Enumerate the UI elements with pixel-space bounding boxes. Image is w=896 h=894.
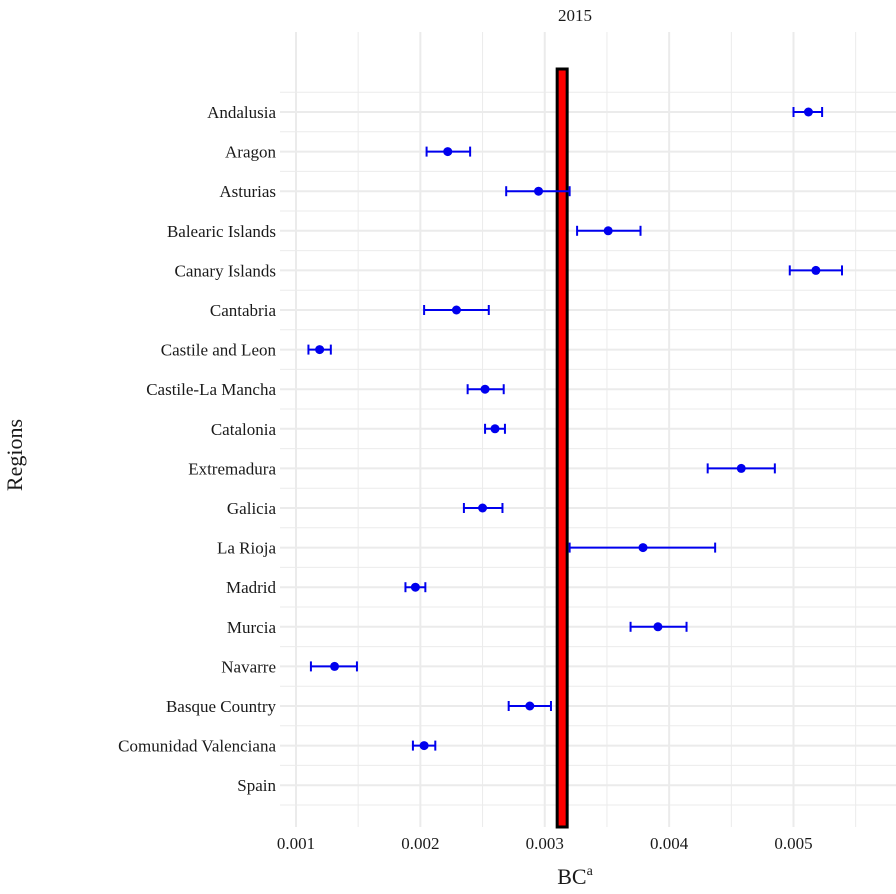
- x-axis-label-main: BC: [557, 864, 586, 889]
- data-point: [653, 622, 663, 632]
- y-tick-label: Basque Country: [166, 697, 277, 716]
- data-point: [811, 265, 821, 275]
- y-tick-label: Extremadura: [188, 459, 276, 478]
- y-tick-label: Galicia: [227, 499, 277, 518]
- y-tick-label: Spain: [237, 776, 276, 795]
- x-tick-label: 0.003: [526, 834, 564, 853]
- data-point: [478, 503, 488, 513]
- y-tick-label: Castile-La Mancha: [146, 380, 276, 399]
- y-axis-label: Regions: [2, 419, 27, 491]
- data-point: [534, 186, 544, 196]
- data-point: [803, 107, 813, 117]
- x-axis-label-superscript: a: [587, 864, 594, 879]
- reference-value-bar: [555, 67, 569, 829]
- x-tick-label: 0.002: [401, 834, 439, 853]
- data-point: [480, 384, 490, 394]
- y-tick-label: Asturias: [219, 182, 276, 201]
- data-point: [330, 661, 340, 671]
- y-tick-label: Andalusia: [207, 103, 276, 122]
- x-axis-label: BCa: [557, 864, 593, 889]
- data-point: [315, 345, 325, 355]
- data-point: [603, 226, 613, 236]
- y-tick-label: Castile and Leon: [161, 341, 277, 360]
- y-tick-label: Catalonia: [211, 420, 277, 439]
- data-point: [419, 741, 429, 751]
- data-point: [736, 463, 746, 473]
- x-tick-labels: 0.001 0.002 0.003 0.004 0.005: [277, 834, 813, 853]
- data-point: [443, 147, 453, 157]
- data-point: [490, 424, 500, 434]
- x-tick-label: 0.001: [277, 834, 315, 853]
- x-tick-label: 0.005: [774, 834, 812, 853]
- data-point: [410, 582, 420, 592]
- y-tick-label: Comunidad Valenciana: [118, 737, 276, 756]
- y-tick-label: Murcia: [227, 618, 277, 637]
- chart-title: 2015: [558, 6, 592, 25]
- data-point: [451, 305, 461, 315]
- y-tick-label: Canary Islands: [174, 261, 276, 280]
- x-tick-label: 0.004: [650, 834, 689, 853]
- data-marks: [307, 107, 844, 751]
- data-point: [525, 701, 535, 711]
- y-tick-label: Navarre: [221, 657, 276, 676]
- y-tick-labels: Andalusia Aragon Asturias Balearic Islands C…: [118, 103, 276, 795]
- grid: [280, 32, 896, 827]
- data-point: [638, 543, 648, 553]
- y-tick-label: La Rioja: [217, 539, 276, 558]
- y-tick-label: Cantabria: [210, 301, 277, 320]
- y-tick-label: Balearic Islands: [167, 222, 276, 241]
- y-tick-label: Aragon: [225, 143, 276, 162]
- y-tick-label: Madrid: [226, 578, 277, 597]
